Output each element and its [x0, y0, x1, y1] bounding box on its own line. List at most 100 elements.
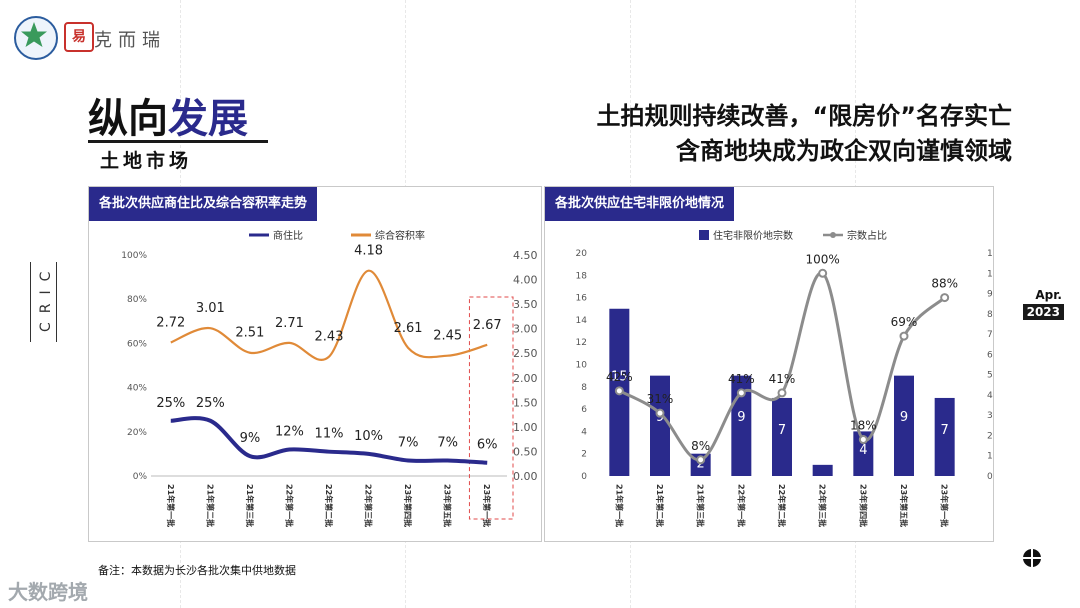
- y-right-tick-label: 90%: [987, 290, 993, 300]
- y-right-tick-label: 1.50: [513, 396, 538, 409]
- x-tick-label: 23年第一批: [482, 484, 492, 527]
- date-year: 2023: [1022, 304, 1064, 320]
- data-label: 2.67: [473, 318, 502, 333]
- y-left-tick-label: 12: [576, 338, 587, 348]
- title-part1: 纵向: [88, 96, 168, 142]
- y-left-tick-label: 20: [576, 249, 588, 259]
- chart-left: 0% 20% 40% 60% 80% 100% 0.00 0.50 1.00 1.50 2.00 2.…: [121, 229, 538, 527]
- x-tick-label: 22年第二批: [324, 484, 334, 527]
- series-point: [736, 388, 746, 398]
- series-point: [777, 388, 787, 398]
- series-point: [899, 331, 909, 341]
- brand-name: 克而瑞: [94, 30, 166, 51]
- bar-value-label: 9: [737, 410, 745, 425]
- data-label: 42%: [606, 370, 633, 384]
- legend-swatch: [830, 232, 836, 238]
- x-tick-label: 21年第一批: [166, 484, 176, 527]
- y-right-tick-label: 20%: [987, 431, 993, 441]
- crosshair-circle-icon: [1023, 549, 1041, 567]
- legend-label: 住宅非限价地宗数: [713, 229, 793, 242]
- x-tick-label: 23年第五批: [899, 484, 909, 527]
- data-label: 41%: [769, 372, 796, 386]
- y-left-tick-label: 60%: [127, 339, 147, 349]
- y-right-tick-label: 2.00: [513, 372, 538, 385]
- y-right-tick-label: 4.50: [513, 249, 538, 262]
- data-label: 7%: [398, 436, 419, 451]
- data-label: 11%: [315, 427, 344, 442]
- series-point: [614, 386, 624, 396]
- y-left-tick-label: 16: [576, 294, 588, 304]
- y-right-tick-label: 100%: [987, 269, 993, 279]
- data-label: 2.45: [433, 329, 462, 344]
- chart-panel-left: 各批次供应商住比及综合容积率走势 0% 20% 40% 60% 80% 100% 0.00 0…: [88, 186, 542, 542]
- highlight-box: [468, 296, 514, 520]
- x-tick-label: 22年第三批: [364, 484, 374, 527]
- side-label-line: [30, 262, 31, 342]
- x-tick-label: 21年第二批: [205, 484, 215, 527]
- data-label: 10%: [354, 429, 383, 444]
- date-month: Apr.: [1035, 288, 1062, 302]
- legend-swatch: [699, 230, 709, 240]
- data-label: 2.43: [315, 330, 344, 345]
- y-right-tick-label: 0.00: [513, 470, 538, 483]
- series-line: [170, 269, 488, 361]
- legend-label: 宗数占比: [847, 229, 887, 242]
- bar: [894, 375, 914, 476]
- x-tick-label: 23年第五批: [443, 484, 453, 527]
- chart-title-right: 各批次供应住宅非限价地情况: [545, 187, 735, 221]
- y-left-tick-label: 6: [581, 405, 587, 415]
- page-title: 纵向发展: [88, 86, 248, 144]
- y-left-tick-label: 14: [576, 316, 588, 326]
- legend-label: 综合容积率: [375, 229, 425, 242]
- bar-value-label: 9: [900, 410, 908, 425]
- bar: [812, 464, 833, 476]
- y-right-tick-label: 50%: [987, 371, 993, 381]
- x-tick-label: 22年第二批: [777, 484, 787, 527]
- bar: [772, 397, 792, 476]
- series-line: [170, 416, 488, 465]
- series-point: [858, 435, 868, 445]
- y-right-tick-label: 80%: [987, 310, 993, 320]
- y-left-tick-label: 8: [581, 383, 587, 393]
- x-tick-label: 23年第四批: [858, 484, 868, 527]
- data-label: 41%: [728, 372, 755, 386]
- x-tick-label: 23年第四批: [403, 484, 413, 527]
- data-label: 8%: [691, 439, 710, 453]
- y-left-tick-label: 18: [576, 271, 588, 281]
- y-right-tick-label: 10%: [987, 452, 993, 462]
- y-right-tick-label: 4.00: [513, 274, 538, 287]
- y-right-tick-label: 3.50: [513, 298, 538, 311]
- x-tick-label: 21年第一批: [614, 484, 624, 527]
- data-label: 3.01: [196, 301, 225, 316]
- y-right-tick-label: 0.50: [513, 445, 538, 458]
- chart-right: 0 2 4 6 8 10 12 14 16 18 20 0% 10% 20% 30% 40% 50% 60% 70%…: [576, 229, 993, 527]
- legend-label: 商住比: [273, 229, 303, 242]
- x-tick-label: 22年第一批: [736, 484, 746, 527]
- y-left-tick-label: 100%: [121, 251, 147, 261]
- data-label: 2.71: [275, 316, 304, 331]
- x-tick-label: 23年第一批: [940, 484, 950, 527]
- bar-value-label: 4: [859, 443, 867, 458]
- y-left-tick-label: 0: [581, 472, 587, 482]
- x-tick-label: 21年第三批: [245, 484, 255, 527]
- title-rule: [88, 140, 268, 143]
- data-label: 2.72: [156, 315, 185, 330]
- data-label: 12%: [275, 424, 304, 439]
- y-right-tick-label: 0%: [987, 472, 993, 482]
- y-right-tick-label: 2.50: [513, 347, 538, 360]
- bar: [650, 375, 670, 476]
- series-point: [655, 408, 665, 418]
- bar-value-label: 7: [778, 423, 786, 438]
- y-left-tick-label: 40%: [127, 384, 147, 394]
- y-right-tick-label: 30%: [987, 411, 993, 421]
- side-label-line: [56, 262, 57, 342]
- data-label: 69%: [891, 315, 918, 329]
- data-label: 25%: [196, 396, 225, 411]
- chart-panel-right: 各批次供应住宅非限价地情况 0 2 4 6 8 10 12 14 16 18 20 0% 10% 20% 3…: [544, 186, 994, 542]
- y-left-tick-label: 80%: [127, 295, 147, 305]
- y-right-tick-label: 110%: [987, 249, 993, 259]
- y-left-tick-label: 2: [581, 450, 587, 460]
- data-label: 6%: [477, 438, 498, 453]
- watermark: 大数跨境: [8, 580, 88, 604]
- data-label: 7%: [437, 436, 458, 451]
